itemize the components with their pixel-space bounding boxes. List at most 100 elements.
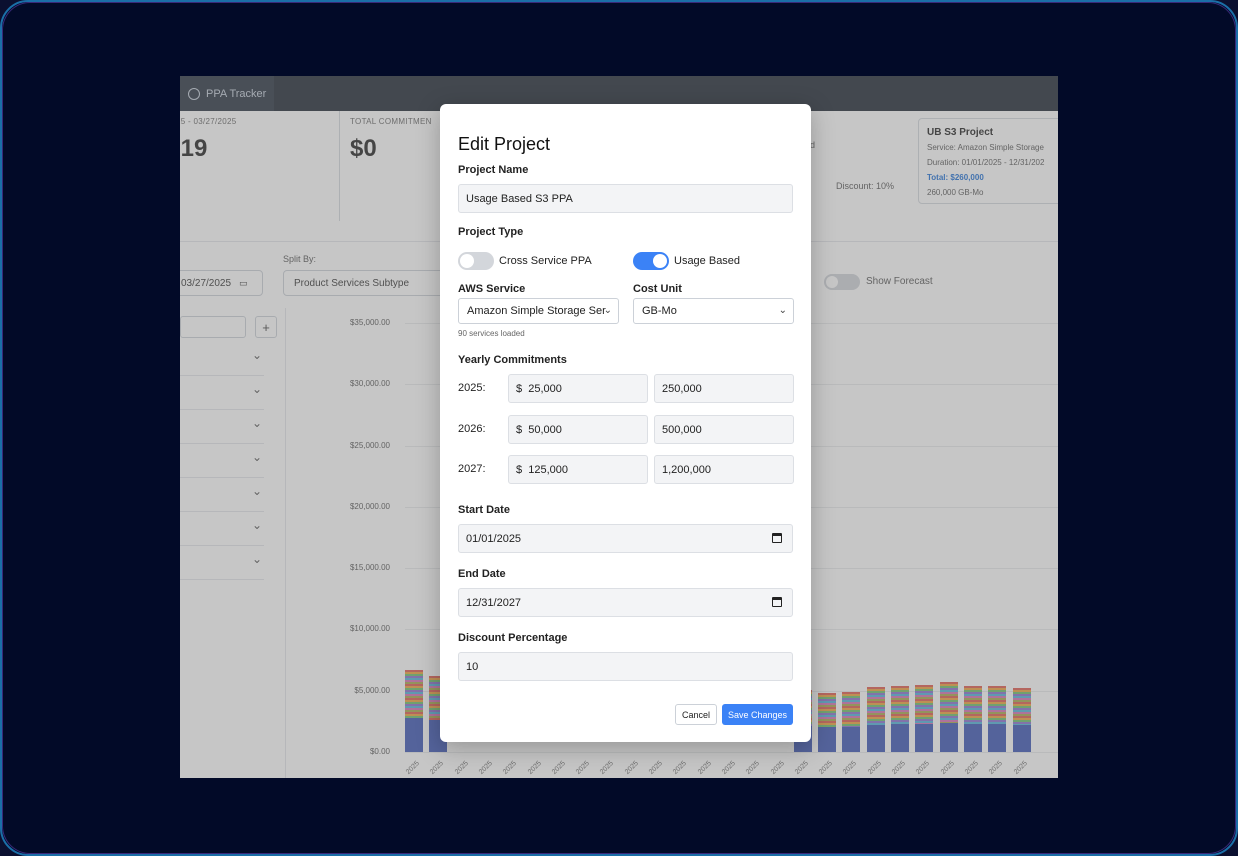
chart-bar[interactable] (939, 682, 958, 752)
edit-project-modal: Edit Project Project Name Usage Based S3… (440, 104, 811, 742)
chart-bar[interactable] (405, 669, 423, 752)
discount-text: Discount: 10% (836, 181, 895, 191)
split-by-label: Split By: (283, 254, 317, 264)
project-name-value: Usage Based S3 PPA (466, 192, 573, 205)
year-label-2025: 2025: (458, 382, 486, 394)
year-label-2027: 2027: (458, 463, 486, 475)
aws-service-select[interactable]: Amazon Simple Storage Ser ⌄ (458, 298, 619, 324)
discount-label: Discount Percentage (458, 632, 568, 644)
add-filter-button[interactable]: + (255, 316, 277, 338)
date-value: 03/27/2025 (181, 277, 232, 289)
cancel-button[interactable]: Cancel (675, 704, 717, 725)
tab-label: PPA Tracker (206, 87, 267, 100)
units-value: 1,200,000 (662, 463, 711, 476)
discount-input[interactable]: 10 (458, 652, 793, 681)
toggle-knob (460, 254, 474, 268)
units-value: 500,000 (662, 423, 702, 436)
bar-segment (963, 724, 982, 752)
chart-bar[interactable] (915, 684, 934, 752)
year-label-2026: 2026: (458, 423, 486, 435)
split-by-value: Product Services Subtype (294, 277, 410, 289)
bar-segment (1012, 725, 1031, 752)
project-type-label: Project Type (458, 226, 524, 238)
aws-service-label: AWS Service (458, 283, 526, 295)
bar-segment (818, 727, 837, 752)
chevron-down-icon: ⌄ (603, 305, 612, 316)
start-date-value: 01/01/2025 (466, 532, 522, 545)
calendar-icon[interactable] (772, 533, 782, 543)
project-card-service: Service: Amazon Simple Storage (927, 143, 1044, 152)
project-card-duration: Duration: 01/01/2025 - 12/31/202 (927, 158, 1045, 167)
cross-service-label: Cross Service PPA (499, 255, 592, 267)
grid-line (405, 752, 1058, 753)
amount-input-2025[interactable]: $ 25,000 (508, 374, 648, 403)
cross-service-toggle[interactable] (458, 252, 494, 270)
bar-segment (891, 685, 909, 725)
amount-value: $ 25,000 (516, 382, 562, 395)
stat-total-commitment-label: TOTAL COMMITMEN (350, 117, 432, 126)
units-input-2027[interactable]: 1,200,000 (654, 455, 794, 484)
calendar-icon: ▭ (239, 277, 248, 288)
chart-bar[interactable] (866, 687, 885, 752)
save-changes-button[interactable]: Save Changes (722, 704, 793, 725)
chart-bar[interactable] (963, 685, 982, 752)
discount-value: 10 (466, 660, 479, 673)
bar-segment (988, 685, 1007, 725)
chart-bar[interactable] (1012, 688, 1031, 752)
bar-segment (866, 724, 885, 752)
bar-segment (939, 682, 958, 723)
amount-value: $ 125,000 (516, 463, 568, 476)
bar-segment (915, 684, 934, 724)
bar-segment (842, 691, 861, 727)
modal-title: Edit Project (458, 134, 551, 154)
units-input-2026[interactable]: 500,000 (654, 415, 794, 444)
filter-input[interactable] (180, 316, 246, 338)
bar-segment (405, 717, 423, 752)
bar-segment (915, 723, 934, 752)
project-name-label: Project Name (458, 164, 529, 176)
cost-unit-value: GB-Mo (642, 305, 677, 317)
services-loaded-hint: 90 services loaded (458, 329, 525, 338)
bar-segment (842, 726, 861, 752)
start-date-input[interactable]: 01/01/2025 (458, 524, 793, 553)
y-tick-label: $10,000.00 (349, 624, 390, 634)
toggle-knob (653, 254, 667, 268)
calendar-icon[interactable] (772, 597, 782, 607)
amount-input-2027[interactable]: $ 125,000 (508, 455, 648, 484)
usage-based-label: Usage Based (674, 255, 741, 267)
chart-bar[interactable] (988, 685, 1007, 752)
tab-ppa-tracker[interactable]: PPA Tracker (180, 76, 274, 111)
tracker-icon (188, 87, 200, 100)
bar-segment (866, 687, 885, 725)
stat-card-amount: 25 - 03/27/2025 .19 (180, 111, 340, 221)
project-card[interactable]: UB S3 Project Service: Amazon Simple Sto… (918, 118, 1058, 204)
chart-bar[interactable] (818, 693, 837, 752)
project-name-input[interactable]: Usage Based S3 PPA (458, 184, 793, 213)
filter-sidebar: + (180, 308, 286, 778)
show-forecast-toggle[interactable] (824, 274, 860, 290)
bar-segment (405, 669, 423, 718)
yearly-commitments-label: Yearly Commitments (458, 354, 567, 366)
usage-based-toggle[interactable] (633, 252, 669, 270)
end-date-value: 12/31/2027 (466, 596, 522, 609)
amount-value: $ 50,000 (516, 423, 562, 436)
y-tick-label: $30,000.00 (349, 379, 390, 389)
end-date-input[interactable]: 12/31/2027 (458, 588, 793, 617)
chart-bar[interactable] (842, 691, 861, 752)
amount-input-2026[interactable]: $ 50,000 (508, 415, 648, 444)
chart-bar[interactable] (891, 685, 909, 752)
filter-row[interactable] (180, 546, 264, 580)
project-card-units: 260,000 GB-Mo (927, 188, 984, 197)
y-tick-label: $35,000.00 (349, 318, 390, 327)
partial-text: d (810, 140, 816, 150)
units-value: 250,000 (662, 382, 702, 395)
y-tick-label: $20,000.00 (349, 501, 390, 511)
cost-unit-select[interactable]: GB-Mo ⌄ (633, 298, 794, 324)
date-input[interactable]: 03/27/2025 ▭ (180, 270, 263, 296)
cost-unit-label: Cost Unit (633, 283, 682, 295)
stat-date-range: 25 - 03/27/2025 (180, 117, 237, 126)
units-input-2025[interactable]: 250,000 (654, 374, 794, 403)
show-forecast-label: Show Forecast (866, 276, 933, 287)
stat-card-total-commitment: TOTAL COMMITMEN $0 (342, 111, 442, 221)
bar-segment (939, 722, 958, 752)
